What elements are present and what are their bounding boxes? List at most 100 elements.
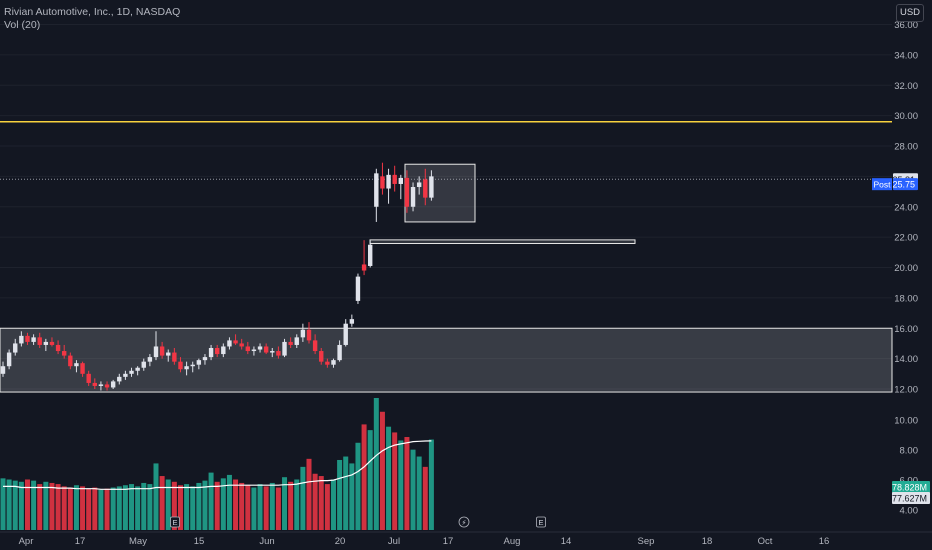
volume-indicator-label[interactable]: Vol (20)	[4, 19, 41, 31]
candle	[337, 340, 342, 362]
price-axis[interactable]: 12.0014.0016.0018.0020.0022.0024.0026.00…	[872, 20, 930, 517]
candle	[312, 334, 318, 355]
candle-body	[380, 176, 385, 189]
candle-body	[355, 276, 361, 301]
candle-body	[31, 337, 36, 342]
candle-body	[104, 384, 110, 388]
earnings-marker-upcoming-box	[536, 516, 546, 528]
price-tick-label: 12.00	[894, 385, 918, 396]
candle	[202, 354, 208, 365]
candle-body	[276, 351, 281, 356]
candle	[104, 381, 110, 391]
candle	[355, 273, 361, 304]
candle	[25, 332, 30, 345]
candle-body	[300, 329, 306, 338]
time-axis[interactable]: Apr 17 May 15 Jun 20 Jul 17 Aug 14 Sep 18 Oct 16	[0, 531, 932, 547]
volume-bar	[184, 484, 190, 530]
candle-body	[0, 366, 6, 374]
volume-bar	[416, 456, 422, 530]
volume-bar	[104, 488, 110, 530]
candle	[208, 344, 214, 361]
candle	[349, 314, 355, 327]
candle	[190, 361, 195, 373]
volume-bar	[349, 463, 355, 530]
volume-bar	[55, 484, 61, 530]
candle	[178, 357, 183, 373]
candle-body	[337, 344, 342, 361]
candlesticks	[0, 162, 434, 391]
candle-body	[398, 177, 403, 184]
volume-bar	[190, 486, 196, 530]
volume-bar	[177, 485, 183, 530]
candle	[80, 361, 85, 377]
candle-body	[92, 382, 97, 386]
volume-bar	[159, 476, 165, 530]
candle-body	[251, 349, 257, 352]
candle-body	[68, 355, 73, 367]
volume-bar	[330, 479, 336, 530]
volume-bar	[251, 487, 257, 530]
candle-body	[325, 361, 330, 365]
symbol-title[interactable]: Rivian Automotive, Inc., 1D, NASDAQ	[4, 6, 181, 18]
candle	[398, 174, 403, 200]
candle	[153, 331, 159, 361]
candle	[215, 344, 220, 358]
volume-bar	[12, 480, 18, 530]
candle	[13, 338, 18, 356]
volume-bar	[153, 463, 159, 530]
candle-body	[312, 340, 318, 352]
earnings-marker-upcoming: E	[536, 516, 546, 528]
candle-body	[416, 182, 422, 188]
candle	[147, 354, 153, 367]
price-tick-label: 20.00	[894, 263, 918, 274]
volume-bar	[80, 486, 86, 530]
time-tick-label: Oct	[758, 536, 773, 547]
candle	[429, 170, 434, 201]
candle	[68, 352, 73, 370]
time-tick-label: 14	[561, 536, 572, 547]
candle-body	[178, 361, 183, 370]
candle-body	[233, 340, 238, 344]
price-tick-label: 18.00	[894, 293, 918, 304]
volume-bar	[392, 432, 398, 530]
volume-bar	[122, 485, 128, 530]
volume-bar	[141, 482, 147, 530]
candle	[74, 360, 79, 373]
volume-bar	[220, 478, 226, 530]
post-price-badge: 25.75	[892, 178, 918, 191]
volume-bar	[226, 474, 232, 530]
volume-bar	[208, 472, 214, 530]
candle-body	[368, 244, 373, 266]
time-tick-label: 17	[443, 536, 454, 547]
volume-bar	[110, 487, 116, 530]
volume-bar	[294, 479, 300, 530]
candle	[343, 319, 348, 347]
volume-bar	[367, 430, 373, 530]
candle	[37, 332, 42, 348]
volume-bar	[135, 486, 141, 530]
price-tick-label: 36.00	[894, 20, 918, 31]
currency-button[interactable]: USD	[896, 4, 924, 22]
candle	[245, 341, 250, 355]
candle	[110, 379, 116, 389]
volume-bar	[428, 439, 434, 530]
candle	[0, 361, 6, 377]
candle	[374, 168, 379, 222]
volume-ma-line	[3, 440, 432, 490]
candle	[423, 168, 428, 206]
candle-body	[62, 351, 67, 356]
candle	[410, 182, 416, 212]
time-tick-label: 16	[819, 536, 830, 547]
candle-body	[141, 361, 146, 368]
earnings-marker-upcoming-letter: E	[538, 518, 543, 527]
candle	[62, 344, 67, 359]
candle	[43, 338, 49, 352]
volume-bar	[67, 487, 73, 530]
candle-body	[429, 176, 434, 198]
candle	[416, 176, 422, 195]
candle-body	[270, 351, 275, 353]
volume-bar	[73, 485, 79, 530]
candle-body	[55, 344, 61, 352]
